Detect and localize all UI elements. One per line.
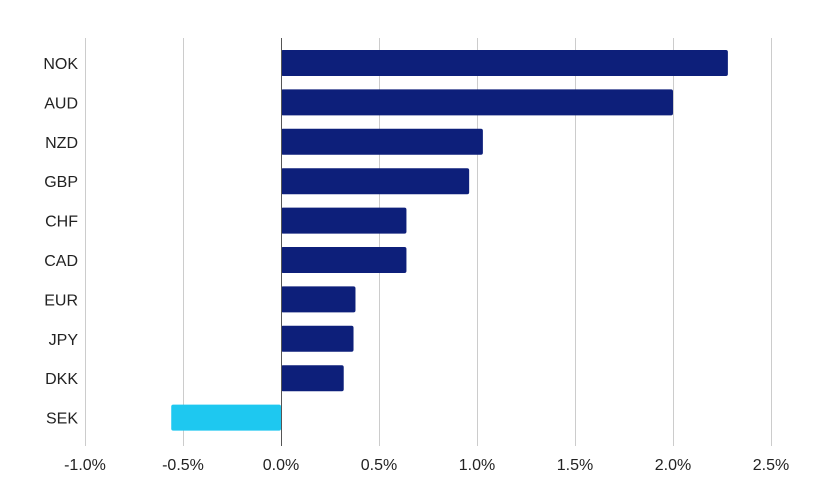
x-tick-label: 1.5% [557,457,593,474]
bar-eur [281,286,356,313]
bar-gbp [281,168,470,195]
category-label: DKK [45,371,78,388]
category-labels: NOK AUD NZD GBP CHF CAD EUR JPY DKK SEK [43,56,78,428]
category-label: NZD [45,135,78,152]
category-label: EUR [44,292,78,309]
x-tick-label: 0.0% [263,457,299,474]
bar-nok [281,50,728,76]
category-label: NOK [43,56,78,73]
bar-chf [281,207,407,234]
x-tick-labels: -1.0% -0.5% 0.0% 0.5% 1.0% 1.5% 2.0% 2.5% [64,457,789,474]
x-tick-label: -1.0% [64,457,106,474]
x-tick-label: 2.5% [753,457,789,474]
x-tick-label: 0.5% [361,457,397,474]
category-label: AUD [44,95,78,112]
category-label: GBP [44,174,78,191]
category-label: JPY [49,332,79,349]
bar-aud [281,89,673,116]
category-label: CAD [44,253,78,270]
category-label: SEK [46,411,78,428]
bar-jpy [281,325,354,352]
bar-layer [171,50,728,431]
bar-sek [171,404,281,431]
bar-dkk [281,365,344,392]
x-tick-label: -0.5% [162,457,204,474]
category-label: CHF [45,214,78,231]
x-tick-label: 1.0% [459,457,495,474]
x-tick-label: 2.0% [655,457,691,474]
bar-cad [281,247,407,273]
bar-nzd [281,128,483,155]
